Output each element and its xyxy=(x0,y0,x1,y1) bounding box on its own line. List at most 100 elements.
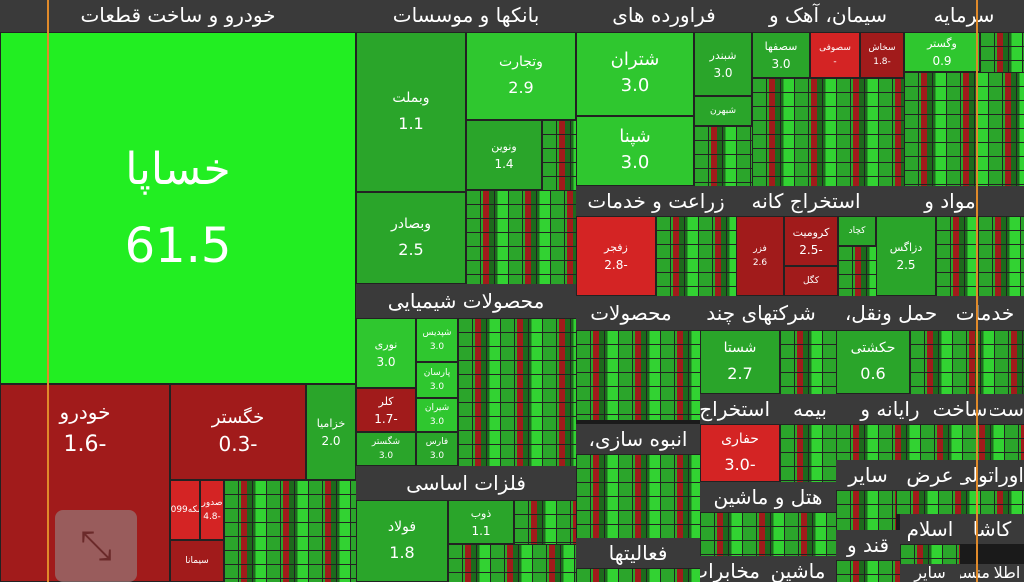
tile-cluster-other[interactable] xyxy=(836,490,896,530)
tile-cluster-chem[interactable] xyxy=(458,318,576,466)
tile-hafari[interactable]: حفاری 3.0- xyxy=(700,424,780,482)
tile-vnovin[interactable]: ونوین 1.4 xyxy=(466,120,542,190)
tile-nori[interactable]: نوری 3.0 xyxy=(356,318,416,388)
tile-cluster-invest[interactable] xyxy=(904,72,1024,186)
sector-header-invest[interactable]: سرمایه xyxy=(904,0,1024,32)
sector-header-comms[interactable]: مخابرات xyxy=(700,556,760,582)
tile-fars[interactable]: فارس 3.0 xyxy=(416,432,458,466)
tile-fazar[interactable]: فزر 2.6 xyxy=(736,216,784,296)
sector-header-mining[interactable]: استخراج کانه xyxy=(736,186,876,216)
sector-header-misc[interactable]: منسو xyxy=(960,564,990,582)
sector-header-tile[interactable]: کاشا xyxy=(960,514,1024,544)
sector-header-islam[interactable]: اسلام xyxy=(900,514,960,544)
tile-cluster-cement[interactable] xyxy=(752,78,904,186)
sector-header-mass[interactable]: انبوه سازی، xyxy=(576,424,700,454)
tile-cluster-computer[interactable] xyxy=(836,424,1024,460)
sector-header-pharma[interactable]: اورا xyxy=(994,460,1024,490)
tile-cluster-offer[interactable] xyxy=(896,490,1024,514)
tile-sedor[interactable]: صدور 4.8- xyxy=(200,480,224,540)
tile-cluster-metals[interactable] xyxy=(448,544,576,582)
sector-header-agri[interactable]: زراعت و خدمات xyxy=(576,186,736,216)
tile-cluster-materials[interactable] xyxy=(936,216,1024,296)
sector-header-hotel[interactable]: هتل و ماشین xyxy=(700,482,836,512)
sector-header-insurance[interactable]: بیمه xyxy=(770,394,850,424)
tile-value: 2.5 xyxy=(398,240,424,259)
tile-hekashti[interactable]: حکشتی 0.6 xyxy=(836,330,910,394)
tile-khazamia[interactable]: خزامیا 2.0 xyxy=(306,384,356,480)
tile-cluster-transport[interactable] xyxy=(910,330,1024,394)
tile-shiran[interactable]: شیران 3.0 xyxy=(416,398,458,432)
tile-kromit[interactable]: کرومیت 2.5- xyxy=(784,216,838,266)
tile-cluster-drill[interactable] xyxy=(780,424,836,482)
tile-shepna[interactable]: شپنا 3.0 xyxy=(576,116,694,186)
sector-header-auto[interactable]: خودرو و ساخت قطعات xyxy=(0,0,356,32)
sector-header-banks[interactable]: بانکها و موسسات xyxy=(356,0,576,32)
sector-header-services[interactable]: خدمات xyxy=(946,296,1024,330)
tile-khgostar[interactable]: خگستر 0.3- xyxy=(170,384,306,480)
tile-vbmellat[interactable]: وبملت 1.1 xyxy=(356,32,466,192)
collapse-icon[interactable]: ⤡ xyxy=(55,510,137,582)
tile-dazagas[interactable]: دزاگس 2.5 xyxy=(876,216,936,296)
tile-cluster-multi[interactable] xyxy=(780,330,836,394)
sector-header-activity[interactable]: فعالیتها xyxy=(576,538,700,568)
sector-header-misc2[interactable]: سایر xyxy=(900,564,960,582)
tile-vgostar[interactable]: وگستر 0.9 xyxy=(904,32,980,72)
tile-cluster-products[interactable] xyxy=(576,330,700,420)
tile-kechad[interactable]: کچاد xyxy=(838,216,876,246)
tile-cluster-bottom[interactable] xyxy=(576,568,700,582)
sector-header-transport[interactable]: حمل ونقل، xyxy=(836,296,946,330)
tile-value: 3.0 xyxy=(620,152,650,173)
sector-header-offer[interactable]: عرض xyxy=(900,460,960,490)
tile-cluster-banks-b[interactable] xyxy=(466,190,576,284)
sector-header-oilprod[interactable]: فراورده های xyxy=(576,0,752,32)
sector-header-chem[interactable]: محصولات شیمیایی xyxy=(356,284,576,318)
tile-value: 2.0 xyxy=(321,433,341,448)
tile-sesfaha[interactable]: سصفها 3.0 xyxy=(752,32,810,78)
tile-vtejarat[interactable]: وتجارت 2.9 xyxy=(466,32,576,120)
tile-zafjar[interactable]: زفجر 2.8- xyxy=(576,216,656,296)
sector-header-materials[interactable]: مواد و xyxy=(876,186,1024,216)
sector-header-sugar[interactable]: قند و xyxy=(836,530,900,560)
tile-cluster-sugar[interactable] xyxy=(900,544,960,564)
tile-cluster-mining[interactable] xyxy=(838,246,876,296)
sector-header-extract[interactable]: استخراج xyxy=(700,394,770,424)
tile-cluster-banks-a[interactable] xyxy=(542,120,576,190)
sector-header-multi[interactable]: شرکتهای چند xyxy=(686,296,836,330)
tile-shasta[interactable]: شستا 2.7 xyxy=(700,330,780,394)
tile-shebandar[interactable]: شبندر 3.0 xyxy=(694,32,752,96)
tile-cluster-invest-b[interactable] xyxy=(980,32,1024,72)
tile-sekeh[interactable]: سکه3099 xyxy=(170,480,200,540)
tile-cluster-hotel[interactable] xyxy=(700,512,836,556)
tile-zob[interactable]: ذوب 1.1 xyxy=(448,500,514,544)
tile-parsan[interactable]: پارسان 3.0 xyxy=(416,362,458,398)
sector-header-info[interactable]: اطلا xyxy=(990,564,1024,582)
tile-kelor[interactable]: کلر 1.7- xyxy=(356,388,416,432)
sector-header-cement[interactable]: سیمان، آهک و xyxy=(752,0,904,32)
tile-cluster-auto[interactable] xyxy=(224,480,356,582)
tile-cluster-mass[interactable] xyxy=(576,454,700,538)
tile-sekhash[interactable]: سخاش 1.8- xyxy=(860,32,904,78)
tile-name: سکه3099 xyxy=(170,504,199,515)
tile-fulad[interactable]: فولاد 1.8 xyxy=(356,500,448,582)
tile-shepdis[interactable]: شپدیس 3.0 xyxy=(416,318,458,362)
sector-header-metals[interactable]: فلزات اساسی xyxy=(356,466,576,500)
tile-name: شبهرن xyxy=(710,105,736,116)
tile-cluster-oil[interactable] xyxy=(694,126,752,186)
tile-shetran[interactable]: شتران 3.0 xyxy=(576,32,694,116)
sector-header-build[interactable]: ساخت xyxy=(930,394,990,424)
sector-header-other[interactable]: سایر xyxy=(836,460,900,490)
sector-header-computer[interactable]: رایانه و xyxy=(850,394,930,424)
tile-sesufi[interactable]: سصوفی - xyxy=(810,32,860,78)
tile-vbsader[interactable]: وبصادر 2.5 xyxy=(356,192,466,284)
tile-cluster-metals-b[interactable] xyxy=(514,500,576,544)
tile-shegostar[interactable]: شگستر 3.0 xyxy=(356,432,416,466)
sector-header-st[interactable]: ست xyxy=(990,394,1024,424)
sector-header-products[interactable]: محصولات xyxy=(576,296,686,330)
tile-khasapa[interactable]: خساپا 61.5 xyxy=(0,32,356,384)
tile-simana[interactable]: سیمانا xyxy=(170,540,224,582)
tile-cluster-agri[interactable] xyxy=(656,216,736,296)
sector-header-machine[interactable]: ماشین xyxy=(760,556,836,582)
tile-kagol[interactable]: کگل xyxy=(784,266,838,296)
tile-cluster-bottom-b[interactable] xyxy=(836,560,900,582)
tile-shebehran[interactable]: شبهرن xyxy=(694,96,752,126)
